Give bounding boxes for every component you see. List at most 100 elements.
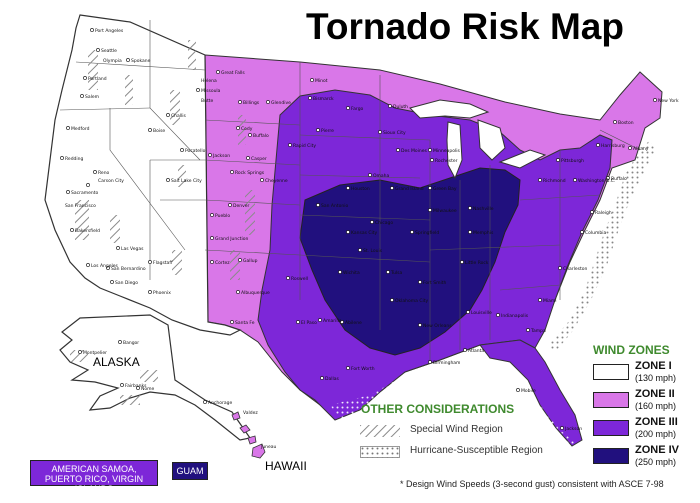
city-label: Gallup [243, 258, 258, 264]
city-label: Helena [201, 78, 217, 84]
alaska-city-markers [78, 340, 207, 404]
city-label: San Diego [115, 280, 138, 286]
city-label: Miami [543, 298, 557, 304]
lake-michigan [446, 121, 463, 180]
territories-box: AMERICAN SAMOA, PUERTO RICO, VIRGIN ISLA… [30, 460, 158, 494]
city-label: Butte [201, 98, 213, 104]
city-label: Jackson [212, 153, 230, 159]
city-label: New Orleans [423, 323, 452, 329]
city-label: Reno [98, 170, 110, 176]
city-label: Port Angeles [95, 28, 124, 34]
special-wind-swatch [360, 425, 400, 437]
city-markers [60, 28, 657, 430]
city-label: Raleigh [595, 210, 612, 216]
hurricane-label: Hurricane-Susceptible Region [410, 445, 543, 456]
city-label: Minneapolis [433, 148, 460, 154]
city-label: Los Angeles [91, 263, 119, 269]
city-label: Pueblo [215, 213, 230, 219]
city-label: Chicago [375, 220, 393, 226]
city-label: Las Vegas [121, 246, 144, 252]
city-label: Roswell [291, 276, 308, 282]
city-label: Richmond [543, 178, 566, 184]
lake-huron [477, 119, 506, 161]
city-label: Denver [233, 203, 250, 209]
city-label: Sacramento [71, 190, 98, 196]
zone-4-speed: (250 mph) [635, 457, 677, 467]
city-label: Spokane [131, 58, 151, 64]
city-label: Tampa [530, 328, 546, 334]
lake-erie [498, 149, 547, 169]
city-labels: Port Angeles Seattle Olympia Spokane Portlan… [65, 28, 679, 450]
city-label: Houston [351, 186, 370, 192]
city-label: Fargo [351, 106, 364, 112]
zone-2-swatch [593, 392, 629, 408]
city-label: Salt Lake City [171, 178, 202, 184]
map-title: Tornado Risk Map [306, 6, 624, 47]
city-label: Rock Springs [235, 170, 265, 176]
city-label: Birmingham [433, 360, 460, 366]
city-label: Columbia [585, 230, 606, 236]
city-label: Pierre [321, 128, 334, 134]
city-label: Minot [315, 78, 328, 84]
zone-2-label: ZONE II [635, 388, 675, 400]
wind-zone-1-entry: ZONE I (130 mph) [593, 360, 693, 392]
zone-1-label: ZONE I [635, 360, 672, 372]
florida-region [479, 339, 583, 447]
city-label: Dallas [325, 376, 339, 382]
city-label: Phoenix [153, 290, 171, 296]
city-label: Juneau [260, 444, 277, 450]
city-label: Green Bay [433, 186, 457, 192]
city-label: Bakersfield [75, 228, 100, 234]
city-label: Bangor [123, 340, 139, 346]
city-label: Buffalo [611, 176, 627, 182]
city-label: Carson City [98, 178, 124, 184]
city-label: San Bernardino [111, 266, 146, 272]
zone-4-region [299, 167, 521, 356]
wind-zone-4-entry: ZONE IV (250 mph) [593, 444, 693, 476]
city-label: Mobile [521, 388, 536, 394]
city-label: Anchorage [208, 400, 232, 406]
city-label: Albany [633, 146, 649, 152]
city-label: Milwaukee [433, 208, 457, 214]
city-label: Billings [243, 100, 260, 106]
city-label: Seattle [101, 48, 117, 54]
city-label: Redding [65, 156, 84, 162]
city-label: St. Louis [363, 248, 383, 254]
city-label: Cheyenne [265, 178, 288, 184]
city-label: Harrisburg [601, 143, 625, 149]
city-label: Little Rock [465, 260, 489, 266]
city-label: Atlanta [468, 348, 484, 354]
wind-zones-title: WIND ZONES [593, 343, 670, 357]
city-label: Rapid City [293, 143, 316, 149]
city-label: Des Moines [401, 148, 428, 154]
zone-3-swatch [593, 420, 629, 436]
city-label: Flagstaff [153, 260, 173, 266]
special-wind-region-entry: Special Wind Region [360, 424, 570, 438]
wind-zone-2-entry: ZONE II (160 mph) [593, 388, 693, 420]
footnote: * Design Wind Speeds (3-second gust) con… [400, 479, 664, 489]
zone-2-speed: (160 mph) [635, 401, 677, 411]
city-label: San Antonio [321, 203, 348, 209]
other-considerations-title: OTHER CONSIDERATIONS [361, 402, 515, 416]
city-label: Louisville [471, 310, 492, 316]
city-label: Montpelier [83, 350, 107, 356]
city-label: Olympia [103, 58, 122, 64]
city-label: Cortez [215, 260, 230, 266]
city-label: New York [658, 98, 679, 104]
city-label: Santa Fe [235, 320, 255, 326]
city-label: Omaha [373, 173, 390, 179]
zone-1-speed: (130 mph) [635, 373, 677, 383]
city-label: Indianapolis [501, 313, 529, 319]
city-label: Pittsburgh [561, 158, 584, 164]
city-label: El Paso [301, 320, 317, 326]
city-label: Abilene [345, 320, 362, 326]
city-label: Rochester [435, 158, 458, 164]
city-label: Salem [85, 94, 99, 100]
city-label: Pocatello [185, 148, 206, 154]
city-label: Buffalo [253, 133, 269, 139]
city-label: Missoula [201, 88, 221, 94]
city-label: Oklahoma City [395, 298, 428, 304]
hurricane-regions [330, 140, 655, 450]
hurricane-region-entry: Hurricane-Susceptible Region [360, 445, 570, 459]
